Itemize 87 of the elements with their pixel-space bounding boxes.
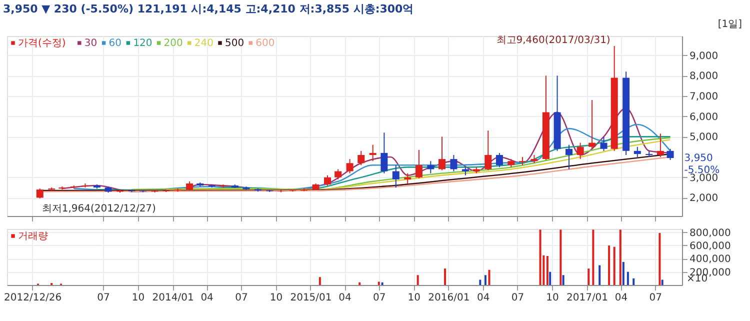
legend-label: 30 bbox=[84, 38, 98, 49]
candlestick bbox=[415, 149, 422, 179]
bar bbox=[358, 282, 361, 285]
bar bbox=[488, 270, 490, 285]
bar bbox=[661, 280, 664, 285]
legend-label: 가격(수정) bbox=[18, 38, 66, 49]
legend-label: 60 bbox=[108, 38, 122, 49]
y-tick-label: 5,000 bbox=[690, 132, 718, 144]
x-tick-label: 07 bbox=[97, 292, 110, 304]
bar bbox=[381, 282, 384, 285]
annotation: 3,950 bbox=[684, 153, 713, 164]
x-tick-label: 10 bbox=[132, 292, 145, 304]
bar bbox=[598, 265, 601, 285]
bar bbox=[592, 230, 594, 285]
bar bbox=[622, 262, 624, 285]
legend-label: 240 bbox=[194, 38, 214, 49]
y-tick-label: 9,000 bbox=[690, 50, 718, 62]
annotation: 최저1,964(2012/12/27) bbox=[42, 203, 156, 214]
y-tick-label: 7,000 bbox=[690, 92, 718, 102]
candlestick bbox=[576, 142, 584, 160]
chart-title: 3,950 ▼ 230 (-5.50%) 121,191 시:4,145 고:4,210 저:3,855 시총:300억 bbox=[3, 2, 414, 16]
candlestick bbox=[427, 160, 434, 174]
bar bbox=[613, 246, 616, 285]
candlestick bbox=[346, 158, 354, 174]
bar bbox=[588, 268, 590, 285]
bar bbox=[378, 282, 380, 285]
bar bbox=[560, 230, 562, 285]
candlestick bbox=[600, 136, 608, 152]
bar bbox=[608, 245, 610, 285]
candlestick bbox=[380, 132, 388, 174]
x-tick-label: 2016/01 bbox=[428, 292, 470, 304]
x-tick-label: 07 bbox=[235, 292, 248, 304]
y-tick-label: 600,000 bbox=[690, 240, 731, 252]
legend-label: 500 bbox=[225, 38, 244, 49]
bar bbox=[318, 277, 321, 285]
bar bbox=[539, 230, 542, 285]
candlestick bbox=[334, 168, 342, 180]
x-tick-label: 07 bbox=[649, 292, 662, 304]
x-tick-label: 10 bbox=[270, 292, 283, 304]
bar bbox=[479, 280, 482, 285]
legend-label: 200 bbox=[164, 38, 183, 49]
candlestick bbox=[656, 133, 664, 158]
candlestick bbox=[358, 150, 365, 166]
legend-label: 600 bbox=[256, 38, 275, 49]
candlestick bbox=[369, 144, 376, 162]
y-tick-label: 2,000 bbox=[690, 193, 718, 204]
candlestick bbox=[324, 174, 331, 186]
bar bbox=[444, 268, 446, 285]
candlestick bbox=[450, 154, 458, 172]
candlestick bbox=[484, 130, 492, 171]
candlestick bbox=[404, 172, 412, 184]
x-tick-label: 04 bbox=[614, 292, 628, 304]
candlestick bbox=[496, 152, 503, 168]
annotation: 최고9,460(2017/03/31) bbox=[496, 34, 610, 46]
candlestick bbox=[588, 100, 596, 150]
x-tick-label: 07 bbox=[373, 292, 386, 304]
x-tick-label: 07 bbox=[511, 292, 524, 304]
bar bbox=[484, 275, 486, 285]
x-tick-label: 2017/01 bbox=[566, 292, 608, 304]
y-tick-label: 800,000 bbox=[690, 228, 731, 239]
x-tick-label: 04 bbox=[338, 292, 352, 304]
bar bbox=[562, 275, 564, 285]
candlestick bbox=[392, 164, 400, 188]
x-tick-label: 2015/01 bbox=[290, 292, 332, 304]
candlestick bbox=[36, 188, 44, 199]
bar bbox=[549, 272, 552, 285]
bar bbox=[632, 278, 635, 285]
x-tick-label: 10 bbox=[408, 292, 421, 304]
bar bbox=[416, 275, 419, 285]
y-tick-label: 400,000 bbox=[690, 254, 731, 266]
x-tick-label: 2012/12/26 bbox=[4, 292, 62, 304]
x-tick-label: 2014/01 bbox=[152, 292, 194, 304]
y-tick-label: 6,000 bbox=[690, 112, 718, 123]
bar bbox=[546, 256, 548, 285]
x-tick-label: 10 bbox=[546, 292, 559, 304]
y-tick-label: 8,000 bbox=[690, 71, 718, 82]
candlestick bbox=[438, 136, 446, 171]
legend-label: 120 bbox=[133, 38, 152, 49]
bar bbox=[626, 272, 629, 285]
legend-label: 거래량 bbox=[18, 231, 48, 242]
candlestick bbox=[666, 148, 674, 160]
x-tick-label: 04 bbox=[476, 292, 490, 304]
text: [1일] bbox=[718, 19, 742, 30]
bar bbox=[658, 232, 661, 285]
x-tick-label: 04 bbox=[200, 292, 214, 304]
candlestick bbox=[634, 146, 641, 158]
candlestick bbox=[565, 144, 572, 170]
